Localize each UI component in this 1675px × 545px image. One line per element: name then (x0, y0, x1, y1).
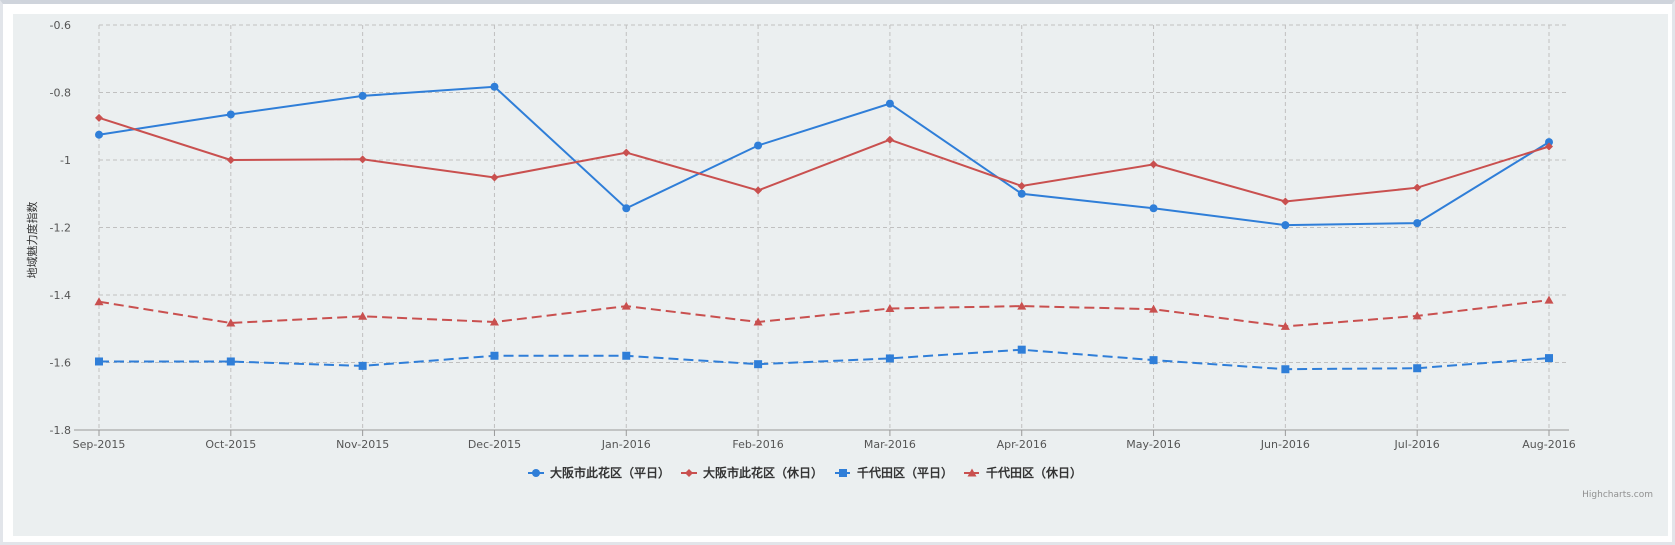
data-point[interactable] (1149, 160, 1158, 169)
x-tick-label: Aug-2016 (1522, 438, 1575, 451)
y-tick-label: -1 (60, 154, 71, 167)
data-point[interactable] (1544, 295, 1554, 304)
series-group (94, 295, 1554, 330)
data-point[interactable] (358, 361, 367, 370)
data-point[interactable] (885, 354, 894, 363)
data-point[interactable] (1149, 204, 1158, 213)
data-point[interactable] (226, 318, 236, 327)
data-point[interactable] (1017, 345, 1026, 354)
data-point[interactable] (226, 110, 235, 119)
chart-container: -0.6 -0.8 -1 -1.2 -1.4 -1.6 -1.8 Sep-2015 Oct-20… (13, 14, 1668, 536)
x-tick-label: Jun-2016 (1260, 438, 1310, 451)
data-point[interactable] (1280, 321, 1290, 330)
legend-symbol[interactable] (532, 469, 540, 477)
data-point[interactable] (1413, 364, 1422, 373)
series-layer (94, 82, 1554, 374)
y-tick-label: -1.8 (50, 424, 71, 437)
x-tick-label: Jul-2016 (1394, 438, 1440, 451)
series-line (98, 116, 1550, 203)
data-point[interactable] (1413, 219, 1422, 228)
data-point[interactable] (885, 304, 895, 312)
data-point[interactable] (754, 186, 763, 195)
data-point[interactable] (621, 301, 631, 310)
data-point[interactable] (94, 297, 104, 306)
x-tick-label: Apr-2016 (997, 438, 1047, 451)
data-point[interactable] (358, 311, 368, 320)
x-tick-label: Oct-2015 (205, 438, 256, 451)
data-point[interactable] (754, 141, 763, 150)
data-point[interactable] (1017, 301, 1027, 310)
legend-item[interactable]: 大阪市此花区（平日） (528, 465, 670, 480)
data-point[interactable] (1545, 138, 1553, 147)
data-point[interactable] (95, 357, 103, 366)
data-point[interactable] (1149, 304, 1159, 313)
data-point[interactable] (358, 155, 367, 164)
x-tick-label: Nov-2015 (336, 438, 389, 451)
x-tick-label: Jan-2016 (601, 438, 651, 451)
series-line (98, 299, 1550, 328)
data-point[interactable] (622, 351, 631, 360)
data-point[interactable] (754, 360, 763, 369)
series-group (95, 113, 1553, 206)
data-point[interactable] (95, 130, 103, 139)
y-tick-label: -0.8 (50, 87, 71, 100)
data-point[interactable] (490, 173, 499, 182)
data-point[interactable] (1017, 181, 1026, 190)
data-point[interactable] (1281, 365, 1290, 374)
data-point[interactable] (1545, 142, 1553, 151)
data-point[interactable] (885, 99, 894, 108)
data-point[interactable] (885, 135, 894, 144)
series-line (99, 348, 1550, 371)
legend-label[interactable]: 大阪市此花区（休日） (703, 465, 823, 480)
legend-label[interactable]: 千代田区（休日） (986, 465, 1082, 480)
data-point[interactable] (622, 148, 631, 157)
data-point[interactable] (490, 351, 499, 360)
data-point[interactable] (489, 317, 499, 326)
credits-link[interactable]: Highcharts.com (1582, 490, 1653, 500)
legend-item[interactable]: 大阪市此花区（休日） (681, 465, 823, 480)
legend: 大阪市此花区（平日） 大阪市此花区（休日） 千代田区（平日） 千代田区（休日） (528, 465, 1082, 480)
series-group (95, 82, 1553, 230)
data-point[interactable] (358, 91, 367, 100)
x-tick-label: Sep-2015 (73, 438, 126, 451)
legend-symbol[interactable] (967, 468, 977, 477)
series-group (95, 345, 1553, 374)
data-point[interactable] (490, 82, 499, 91)
y-tick-label: -1.4 (50, 289, 71, 302)
x-tick-label: May-2016 (1126, 438, 1181, 451)
data-point[interactable] (1281, 197, 1290, 206)
data-point[interactable] (226, 156, 235, 164)
series-line (98, 85, 1550, 227)
legend-symbol[interactable] (839, 469, 847, 477)
legend-label[interactable]: 千代田区（平日） (857, 465, 953, 480)
legend-item[interactable]: 千代田区（休日） (964, 465, 1082, 480)
x-tick-label: Mar-2016 (864, 438, 916, 451)
data-point[interactable] (226, 357, 235, 366)
data-point[interactable] (622, 204, 631, 213)
data-point[interactable] (95, 113, 103, 122)
legend-symbol[interactable] (685, 469, 693, 477)
data-point[interactable] (1413, 183, 1422, 192)
y-tick-label: -1.6 (50, 357, 71, 370)
data-point[interactable] (1281, 221, 1290, 230)
legend-item[interactable]: 千代田区（平日） (835, 465, 953, 480)
data-point[interactable] (753, 317, 763, 326)
y-axis-title: 地域魅力度指数 (25, 202, 39, 279)
data-point[interactable] (1545, 354, 1553, 363)
data-point[interactable] (1017, 189, 1026, 198)
data-point[interactable] (1149, 356, 1158, 365)
x-tick-label: Feb-2016 (732, 438, 783, 451)
y-tick-label: -0.6 (50, 19, 71, 32)
y-tick-label: -1.2 (50, 222, 71, 235)
legend-label[interactable]: 大阪市此花区（平日） (550, 465, 670, 480)
data-point[interactable] (1412, 311, 1422, 320)
x-tick-label: Dec-2015 (468, 438, 521, 451)
chart-background (13, 14, 1668, 536)
